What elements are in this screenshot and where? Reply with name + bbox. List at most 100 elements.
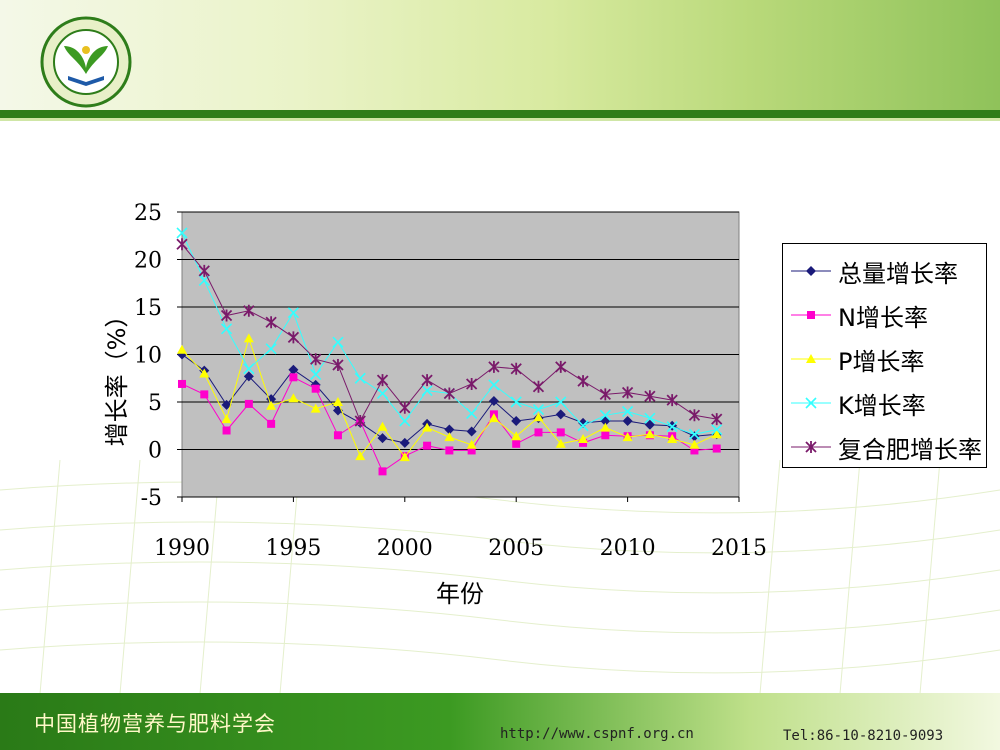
data-point	[310, 353, 322, 366]
data-point	[555, 409, 566, 420]
data-point	[711, 429, 722, 439]
data-point	[378, 467, 387, 476]
data-point	[666, 421, 678, 433]
data-point	[577, 420, 589, 432]
legend-swatch	[791, 266, 831, 276]
y-tick-label: 25	[134, 201, 162, 226]
data-point	[511, 431, 522, 441]
data-point	[601, 431, 610, 440]
data-point	[423, 441, 432, 450]
legend-marker	[805, 441, 817, 453]
data-point	[488, 379, 500, 391]
y-tick-label: 10	[134, 344, 162, 369]
data-point	[200, 390, 209, 399]
legend-item: N增长率	[783, 294, 988, 334]
data-point	[178, 379, 186, 388]
data-point	[599, 388, 611, 401]
data-point	[399, 401, 411, 414]
data-point	[399, 452, 410, 462]
data-point	[444, 432, 455, 442]
data-point	[265, 316, 277, 329]
data-point	[354, 372, 366, 384]
data-point	[267, 419, 276, 428]
data-point	[510, 362, 522, 375]
data-point	[621, 386, 634, 399]
data-point	[712, 444, 721, 453]
data-point	[198, 264, 210, 277]
data-point	[220, 309, 233, 322]
data-point	[444, 424, 455, 435]
data-point	[421, 374, 433, 387]
data-point	[532, 380, 545, 393]
data-point	[222, 426, 231, 435]
y-tick-label: -5	[141, 486, 162, 511]
data-point	[711, 413, 723, 426]
gridlines	[177, 211, 740, 502]
data-point	[534, 428, 543, 437]
data-point	[466, 439, 477, 449]
data-point	[177, 344, 187, 354]
data-point	[445, 446, 454, 455]
data-point	[622, 416, 633, 426]
data-point	[266, 400, 277, 410]
data-point	[488, 360, 500, 373]
footer-telephone: Tel:86-10-8210-9093	[783, 728, 944, 744]
footer-website-link[interactable]: http://www.cspnf.org.cn	[500, 726, 694, 742]
y-tick-label: 20	[134, 249, 162, 274]
legend-marker	[806, 354, 816, 363]
data-point	[644, 390, 656, 403]
data-point	[422, 422, 433, 432]
data-point	[644, 429, 655, 439]
data-point	[244, 399, 253, 408]
data-point	[511, 416, 522, 426]
header-divider-light	[0, 118, 1000, 121]
data-point	[666, 394, 678, 407]
data-point	[667, 434, 678, 444]
legend-label: P增长率	[838, 348, 925, 376]
footer-bar	[0, 693, 1000, 750]
data-point	[555, 438, 566, 448]
data-point	[510, 396, 522, 408]
data-point	[466, 407, 478, 419]
legend-marker	[807, 311, 815, 319]
data-point	[421, 385, 433, 397]
legend-swatch	[791, 354, 831, 363]
data-point	[288, 364, 299, 375]
x-tick-label: 1990	[154, 536, 210, 561]
data-point	[622, 432, 633, 442]
data-point	[287, 307, 299, 319]
data-point	[243, 333, 254, 343]
legend-swatch	[791, 397, 831, 409]
data-point	[555, 396, 567, 408]
data-point	[577, 375, 589, 388]
x-tick-label: 2005	[488, 536, 544, 561]
data-point	[266, 394, 277, 405]
footer-organization-name: 中国植物营养与肥料学会	[34, 712, 276, 736]
society-logo-icon	[40, 16, 132, 108]
data-point	[265, 343, 277, 355]
decorative-grid-background	[0, 460, 1000, 694]
data-point	[376, 387, 389, 400]
data-point	[578, 417, 589, 428]
data-point	[512, 439, 521, 448]
data-point	[644, 419, 655, 430]
data-point	[688, 409, 701, 422]
legend-label: 复合肥增长率	[838, 436, 982, 464]
data-point	[466, 377, 478, 390]
data-point	[599, 409, 611, 421]
legend-item: K增长率	[783, 382, 988, 422]
data-point	[287, 331, 300, 344]
data-point	[600, 422, 611, 432]
data-point	[221, 399, 232, 410]
series-layer	[176, 227, 723, 476]
legend-item: 总量增长率	[783, 250, 988, 290]
data-point	[199, 368, 210, 378]
data-point	[467, 446, 476, 455]
legend-label: N增长率	[838, 304, 928, 332]
y-axis-title: 增长率（%）	[103, 304, 131, 447]
legend-marker	[805, 397, 817, 409]
data-point	[622, 405, 634, 418]
data-point	[711, 423, 723, 436]
data-point	[488, 396, 499, 407]
